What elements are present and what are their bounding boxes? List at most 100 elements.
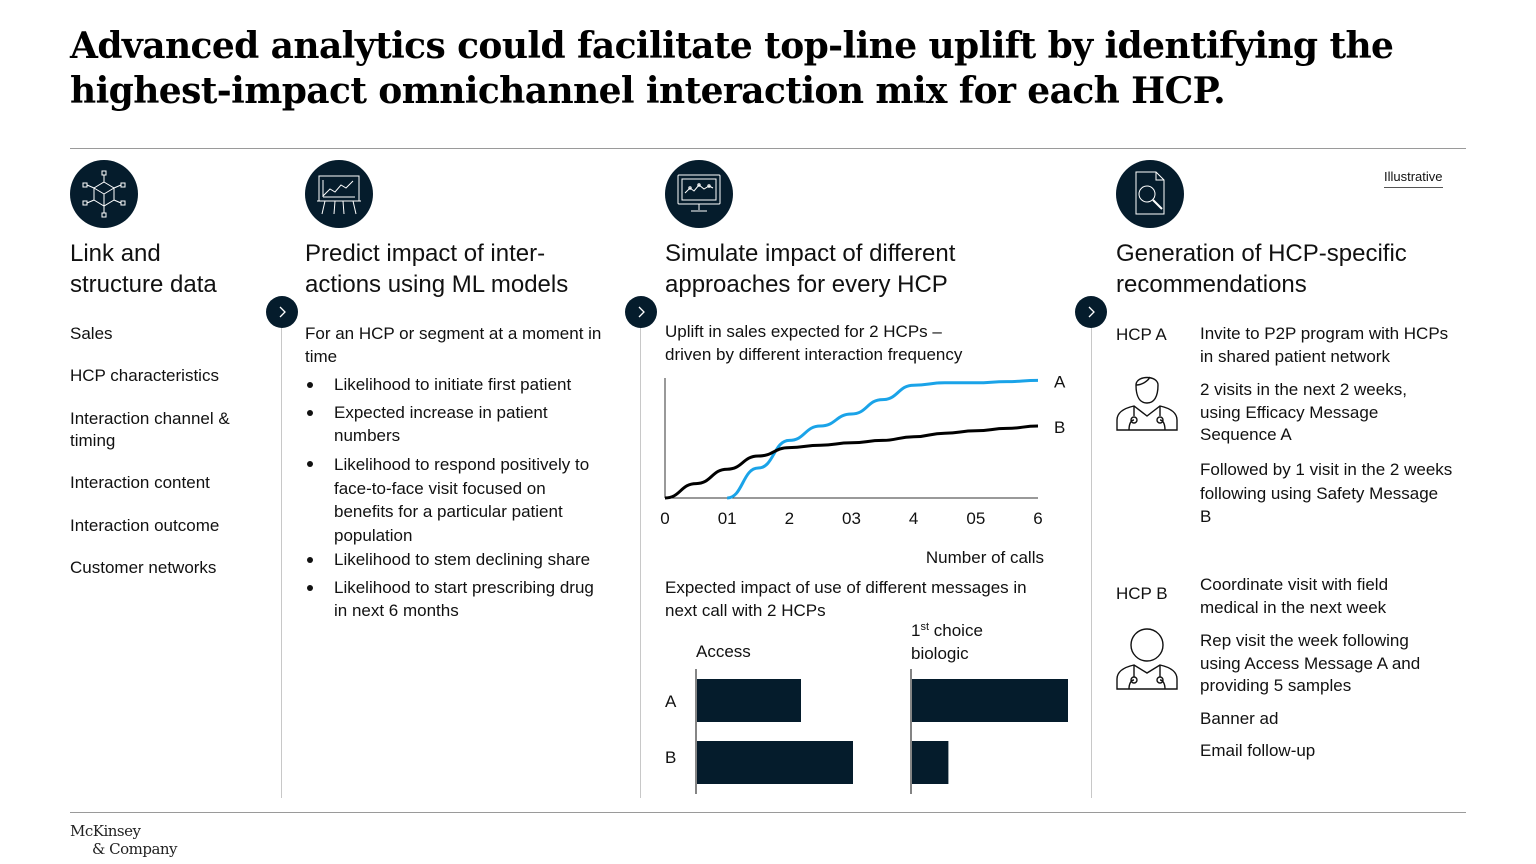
hcp-b-rec: Rep visit the week following using Acces… xyxy=(1200,630,1420,698)
bar-chart-title-line: Expected impact of use of different mess… xyxy=(665,578,1027,597)
presentation-chart-icon xyxy=(305,160,373,228)
list-item-line: Interaction channel & xyxy=(70,409,230,428)
doctor-icon xyxy=(1114,625,1180,691)
hcp-b-rec: Coordinate visit with field medical in t… xyxy=(1200,574,1388,619)
bullet-line: Expected increase in patient xyxy=(334,403,548,422)
hcp-a-rec: 2 visits in the next 2 weeks, using Effi… xyxy=(1200,379,1407,447)
bullet-line: benefits for a particular patient xyxy=(334,502,563,521)
category-label: A xyxy=(665,692,677,711)
column-divider xyxy=(640,315,641,798)
col3-title: Simulate impact of different approaches … xyxy=(665,238,955,300)
col2-title: Predict impact of inter- actions using M… xyxy=(305,238,568,300)
bullet-dot xyxy=(307,461,313,467)
col2-intro: For an HCP or segment at a moment in tim… xyxy=(305,323,601,368)
bullet-item: Likelihood to start prescribing drug in … xyxy=(334,577,594,622)
x-axis-label: Number of calls xyxy=(926,548,1044,567)
hcp-b-rec: Email follow-up xyxy=(1200,741,1316,760)
bar xyxy=(912,679,1068,722)
x-tick-label: 4 xyxy=(909,509,918,528)
bullet-item: Likelihood to initiate first patient xyxy=(334,374,571,397)
rec-line: Followed by 1 visit in the 2 weeks xyxy=(1200,460,1453,479)
data-network-icon xyxy=(70,160,138,228)
col1-title: Link and structure data xyxy=(70,238,217,300)
chevron-right-icon xyxy=(1075,296,1107,328)
line-chart-title-line: driven by different interaction frequenc… xyxy=(665,344,963,364)
chevron-right-icon xyxy=(266,296,298,328)
col2-title-line: Predict impact of inter- xyxy=(305,240,546,267)
bullet-line: Likelihood to start prescribing drug xyxy=(334,578,594,597)
x-tick-label: 03 xyxy=(842,509,861,528)
column-divider xyxy=(281,315,282,798)
col2-title-line: actions using ML models xyxy=(305,271,569,298)
x-tick-label: 0 xyxy=(660,509,669,528)
hcp-a-rec: Followed by 1 visit in the 2 weeks follo… xyxy=(1200,458,1452,529)
list-item: Interaction channel & timing xyxy=(70,408,230,452)
list-item: Interaction content xyxy=(70,473,210,492)
bar-chart: A B Access 1st choice biologic xyxy=(665,621,1068,794)
hcp-b-label: HCP B xyxy=(1116,584,1168,603)
title-line-1: Advanced analytics could facilitate top-… xyxy=(70,25,1394,67)
rec-line: 2 visits in the next 2 weeks, xyxy=(1200,380,1407,399)
bar xyxy=(912,741,949,784)
bullet-line: Likelihood to stem declining share xyxy=(334,550,591,569)
col1-title-line: Link and xyxy=(70,240,161,267)
rec-line: Rep visit the week following xyxy=(1200,631,1409,650)
series-line-b xyxy=(664,424,1039,500)
panel-label: biologic xyxy=(911,644,969,663)
logo-line-1: McKinsey xyxy=(70,822,141,840)
x-tick-label: 01 xyxy=(718,509,737,528)
bar xyxy=(697,741,853,784)
x-tick-label: 2 xyxy=(785,509,794,528)
series-line-a xyxy=(726,378,1039,500)
list-item: Customer networks xyxy=(70,558,217,577)
line-chart: 0 01 2 03 4 05 6 A B Number of calls xyxy=(660,372,1066,567)
line-chart-title: Uplift in sales expected for 2 HCPs – dr… xyxy=(665,321,962,366)
bullet-line: numbers xyxy=(334,425,401,445)
rec-line: Invite to P2P program with HCPs xyxy=(1200,324,1449,343)
bullet-dot xyxy=(307,410,313,416)
bullet-line: face-to-face visit focused on xyxy=(334,478,546,498)
document-search-icon xyxy=(1116,160,1184,228)
doctor-icon xyxy=(1114,366,1180,432)
bar-chart-title: Expected impact of use of different mess… xyxy=(665,577,1027,622)
panel-label: Access xyxy=(696,642,751,661)
col4-title-line: Generation of HCP-specific xyxy=(1116,240,1407,267)
col4-title-line: recommendations xyxy=(1116,271,1307,298)
hcp-a-rec: Invite to P2P program with HCPs in share… xyxy=(1200,323,1448,368)
bottom-rule xyxy=(70,812,1466,813)
x-tick-label: 6 xyxy=(1033,509,1042,528)
mckinsey-logo: McKinsey & Company xyxy=(70,822,178,858)
page-title: Advanced analytics could facilitate top-… xyxy=(70,24,1470,114)
list-item: HCP characteristics xyxy=(70,366,219,385)
rec-line: Sequence A xyxy=(1200,425,1292,444)
title-line-2: highest-impact omnichannel interaction m… xyxy=(70,70,1226,112)
bullet-dot xyxy=(307,585,313,591)
col4-title: Generation of HCP-specific recommendatio… xyxy=(1116,238,1407,300)
rec-line: using Efficacy Message xyxy=(1200,402,1379,422)
series-label-a: A xyxy=(1054,372,1066,391)
col2-intro-line: time xyxy=(305,346,338,366)
list-item: Interaction outcome xyxy=(70,516,220,535)
logo-line-2: & Company xyxy=(92,840,178,858)
panel-label: 1st choice xyxy=(911,621,983,640)
bar xyxy=(697,679,801,722)
list-item: Sales xyxy=(70,324,113,343)
col1-title-line: structure data xyxy=(70,271,217,298)
col3-title-line: Simulate impact of different xyxy=(665,240,956,267)
line-chart-title-line: Uplift in sales expected for 2 HCPs – xyxy=(665,322,942,341)
top-rule xyxy=(70,148,1466,149)
illustrative-tag: Illustrative xyxy=(1384,169,1443,188)
rec-line: Coordinate visit with field xyxy=(1200,575,1389,594)
bullet-dot xyxy=(307,557,313,563)
rec-line: using Access Message A and xyxy=(1200,653,1421,673)
bullet-dot xyxy=(307,382,313,388)
col3-title-line: approaches for every HCP xyxy=(665,271,948,298)
category-label: B xyxy=(665,748,676,767)
rec-line: medical in the next week xyxy=(1200,597,1387,617)
bullet-line: Likelihood to respond positively to xyxy=(334,455,590,474)
bullet-item: Expected increase in patient numbers xyxy=(334,402,548,447)
bullet-item: Likelihood to stem declining share xyxy=(334,549,590,572)
column-divider xyxy=(1091,315,1092,798)
bullet-line: population xyxy=(334,525,413,545)
bar-chart-title-line: next call with 2 HCPs xyxy=(665,600,826,620)
